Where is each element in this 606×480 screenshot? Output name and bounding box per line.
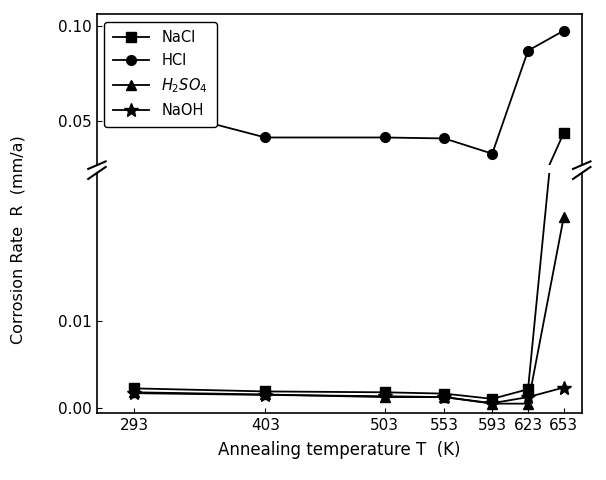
$H_2SO_4$ [488, 401, 496, 407]
Line: NaOH: NaOH [127, 381, 571, 410]
NaOH [560, 209, 567, 215]
$H_2SO_4$ [441, 211, 448, 217]
NaOH [441, 394, 448, 400]
NaOH [488, 400, 496, 406]
NaCl [524, 210, 531, 216]
HCl [441, 135, 448, 141]
Line: $H_2SO_4$: $H_2SO_4$ [129, 170, 568, 220]
NaCl [262, 210, 269, 216]
NaCl [560, 22, 567, 27]
HCl [262, 44, 269, 49]
NaCl [381, 210, 388, 216]
NaOH [262, 211, 269, 216]
HCl [381, 44, 388, 49]
NaOH [130, 390, 138, 396]
NaOH [560, 384, 567, 390]
HCl [524, 48, 531, 54]
NaOH [488, 213, 496, 218]
Line: NaCl: NaCl [129, 20, 568, 404]
NaOH [381, 393, 388, 399]
$H_2SO_4$ [560, 172, 567, 178]
Line: NaCl: NaCl [129, 128, 568, 219]
HCl [441, 48, 448, 54]
Text: Corrosion Rate  R  (mm/a): Corrosion Rate R (mm/a) [11, 136, 25, 344]
NaCl [560, 130, 567, 135]
$H_2SO_4$ [524, 401, 531, 407]
$H_2SO_4$ [441, 394, 448, 400]
NaCl [488, 396, 496, 402]
$H_2SO_4$ [130, 389, 138, 395]
$H_2SO_4$ [488, 213, 496, 218]
NaOH [524, 394, 531, 400]
NaCl [381, 389, 388, 395]
$H_2SO_4$ [524, 213, 531, 218]
HCl [262, 134, 269, 140]
Line: HCl: HCl [129, 26, 568, 158]
Line: $H_2SO_4$: $H_2SO_4$ [129, 212, 568, 408]
NaCl [488, 212, 496, 217]
NaCl [441, 211, 448, 216]
NaCl [441, 391, 448, 396]
$H_2SO_4$ [130, 210, 138, 216]
HCl [488, 118, 496, 123]
X-axis label: Annealing temperature T  (K): Annealing temperature T (K) [218, 441, 461, 459]
$H_2SO_4$ [560, 214, 567, 219]
NaCl [524, 386, 531, 392]
NaCl [130, 209, 138, 215]
NaOH [524, 211, 531, 217]
NaCl [262, 388, 269, 394]
HCl [560, 28, 567, 34]
HCl [381, 134, 388, 140]
$H_2SO_4$ [381, 394, 388, 400]
NaOH [381, 211, 388, 217]
Line: NaOH: NaOH [127, 205, 571, 222]
Legend: NaCl, HCl, $H_2SO_4$, NaOH: NaCl, HCl, $H_2SO_4$, NaOH [104, 22, 216, 127]
Line: HCl: HCl [129, 0, 568, 125]
HCl [488, 151, 496, 156]
HCl [130, 100, 138, 106]
NaCl [130, 385, 138, 391]
NaOH [441, 211, 448, 217]
$H_2SO_4$ [381, 211, 388, 217]
$H_2SO_4$ [262, 392, 269, 397]
NaOH [130, 210, 138, 216]
NaOH [262, 392, 269, 398]
$H_2SO_4$ [262, 211, 269, 216]
